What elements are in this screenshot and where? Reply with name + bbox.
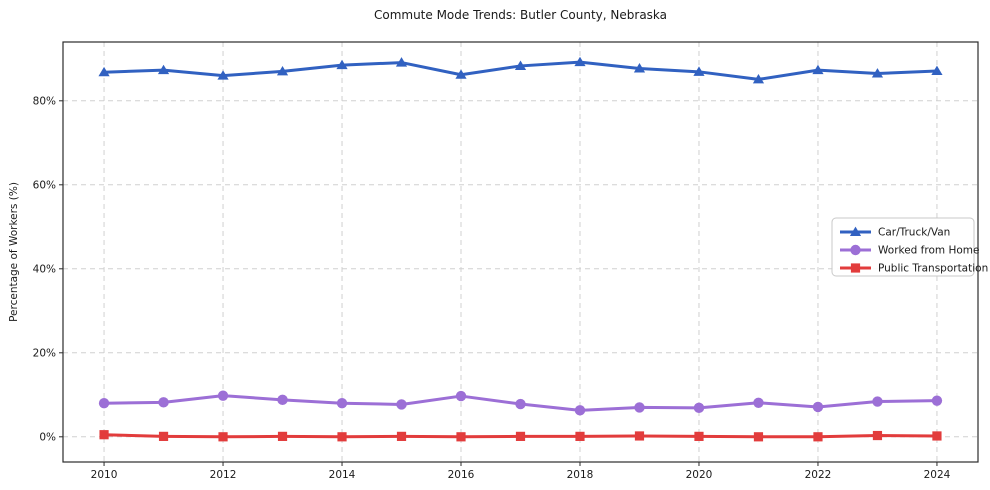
y-tick-label: 60%	[33, 179, 56, 191]
series-car-truck-van	[98, 56, 943, 84]
x-tick-label: 2018	[567, 469, 594, 481]
x-tick-label: 2020	[686, 469, 713, 481]
y-tick-label: 20%	[33, 347, 56, 359]
legend-item-public-transportation: Public Transportation	[840, 263, 988, 275]
x-tick-label: 2010	[91, 469, 118, 481]
legend: Car/Truck/Van Worked from Home Public Tran…	[831, 217, 988, 277]
legend-label: Car/Truck/Van	[878, 227, 950, 239]
y-tick-label: 40%	[33, 263, 56, 275]
legend-item-car-truck-van: Car/Truck/Van	[840, 227, 950, 239]
y-tick-label: 80%	[33, 95, 56, 107]
series-public-transportation	[99, 430, 942, 442]
legend-label: Public Transportation	[878, 263, 988, 275]
x-tick-label: 2024	[924, 469, 951, 481]
x-tick-label: 2022	[805, 469, 832, 481]
chart-title: Commute Mode Trends: Butler County, Nebr…	[373, 8, 668, 22]
axis-ticks	[59, 100, 938, 466]
x-tick-label: 2016	[448, 469, 475, 481]
legend-item-worked-from-home: Worked from Home	[840, 245, 979, 257]
y-tick-label: 0%	[39, 431, 56, 443]
legend-label: Worked from Home	[878, 245, 979, 257]
x-tick-label: 2012	[210, 469, 237, 481]
series-worked-from-home	[98, 390, 943, 416]
axis-tick-labels: 0% 20% 40% 60% 80% 2010 2012 2014 2016 2018 2020 20…	[33, 95, 951, 481]
axes-border	[62, 41, 979, 463]
x-tick-label: 2014	[329, 469, 356, 481]
plot-area	[63, 42, 978, 462]
